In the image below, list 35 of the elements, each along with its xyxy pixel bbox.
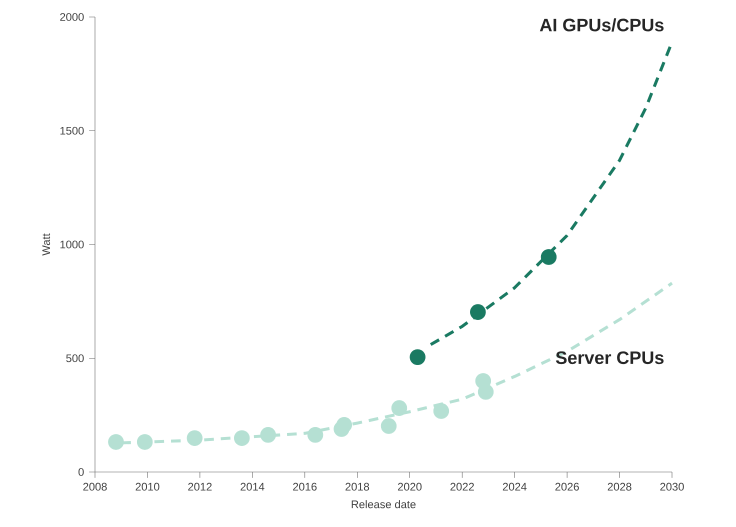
point xyxy=(108,434,124,450)
x-axis-title: Release date xyxy=(352,500,416,508)
x-tick-label: 2012 xyxy=(188,482,212,491)
point xyxy=(234,430,250,446)
x-tick-label: 2026 xyxy=(555,482,579,491)
y-tick-label: 500 xyxy=(66,354,84,362)
x-tick-label: 2010 xyxy=(136,482,160,491)
x-tick-label: 2030 xyxy=(660,482,684,491)
x-tick-label: 2014 xyxy=(240,482,264,491)
x-tick-label: 2008 xyxy=(83,482,107,491)
point xyxy=(410,349,426,366)
point xyxy=(380,418,397,434)
point xyxy=(540,249,557,265)
point xyxy=(307,427,324,443)
point xyxy=(391,400,408,416)
y-tick-label: 1500 xyxy=(60,126,84,135)
point xyxy=(433,403,450,419)
y-tick-label: 0 xyxy=(78,468,84,476)
point xyxy=(186,430,203,446)
point xyxy=(478,384,494,400)
point xyxy=(470,304,486,320)
point xyxy=(260,427,276,443)
series-label: AI GPUs/CPUs xyxy=(540,18,664,32)
x-tick-label: 2028 xyxy=(608,482,632,491)
x-tick-label: 2016 xyxy=(293,482,317,491)
x-tick-label: 2020 xyxy=(398,482,422,491)
x-tick-label: 2024 xyxy=(502,482,527,491)
y-tick-label: 1000 xyxy=(60,240,84,248)
x-tick-label: 2022 xyxy=(450,482,474,491)
point xyxy=(336,417,352,433)
y-axis-title: Watt xyxy=(42,233,50,256)
y-tick-label: 2000 xyxy=(60,13,84,21)
point xyxy=(136,434,153,450)
x-tick-label: 2018 xyxy=(346,482,370,491)
series-label: Server CPUs xyxy=(556,351,664,364)
